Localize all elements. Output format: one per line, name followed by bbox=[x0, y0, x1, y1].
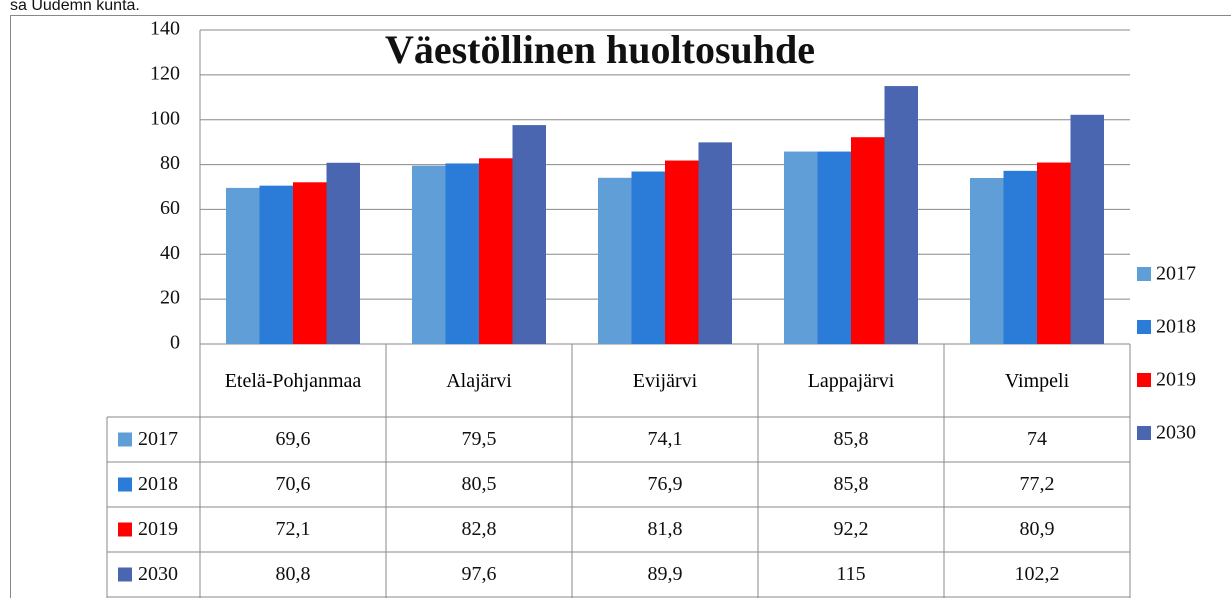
table-value: 77,2 bbox=[1020, 473, 1055, 495]
chart-title: Väestöllinen huoltosuhde bbox=[385, 27, 815, 72]
table-value: 92,2 bbox=[834, 518, 869, 540]
x-tick-text: Alajärvi bbox=[446, 369, 512, 392]
bar bbox=[631, 171, 665, 344]
category-cell: Lappajärvi bbox=[758, 344, 944, 417]
table-value: 89,9 bbox=[648, 563, 683, 585]
y-tick-label: 100 bbox=[150, 107, 180, 129]
table-value: 74,1 bbox=[648, 428, 683, 450]
bar bbox=[479, 158, 513, 344]
bar bbox=[326, 162, 360, 344]
legend-label: 2019 bbox=[1156, 369, 1196, 391]
legend-label: 2030 bbox=[1156, 422, 1196, 444]
x-tick-text: Lappajärvi bbox=[807, 369, 895, 392]
x-tick-text: Etelä-Pohjanmaa bbox=[224, 369, 362, 392]
bar bbox=[851, 137, 885, 344]
legend-label: 2017 bbox=[1156, 263, 1196, 285]
bar bbox=[1070, 114, 1104, 344]
bar bbox=[884, 86, 918, 345]
table-series-name: 2030 bbox=[138, 563, 178, 585]
table-series-name: 2019 bbox=[138, 518, 178, 540]
table-value: 85,8 bbox=[834, 473, 869, 495]
table-value: 80,9 bbox=[1020, 518, 1055, 540]
y-tick-label: 140 bbox=[150, 18, 180, 40]
bar bbox=[598, 177, 632, 344]
y-tick-label: 20 bbox=[160, 287, 180, 309]
x-tick-label: Vimpeli bbox=[944, 344, 1130, 417]
legend-swatch bbox=[1137, 373, 1151, 387]
bar bbox=[412, 165, 446, 344]
table-value: 80,8 bbox=[276, 563, 311, 585]
table-value: 102,2 bbox=[1015, 563, 1060, 585]
bar bbox=[293, 182, 327, 344]
bar bbox=[259, 185, 293, 344]
bar bbox=[784, 151, 818, 344]
bar bbox=[817, 151, 851, 344]
y-tick-label: 40 bbox=[160, 242, 180, 264]
category-cell: Alajärvi bbox=[386, 344, 572, 417]
table-value: 80,5 bbox=[462, 473, 497, 495]
legend-swatch bbox=[1137, 320, 1151, 334]
x-tick-label: Evijärvi bbox=[572, 344, 758, 417]
legend-swatch bbox=[1137, 267, 1151, 281]
bar bbox=[512, 125, 546, 345]
bar bbox=[970, 178, 1004, 344]
table-legend-key bbox=[118, 432, 132, 447]
table-value: 74 bbox=[1027, 428, 1047, 450]
y-tick-label: 60 bbox=[160, 197, 180, 219]
x-tick-label: Lappajärvi bbox=[758, 344, 944, 417]
y-tick-label: 120 bbox=[150, 62, 180, 84]
table-value: 82,8 bbox=[462, 518, 497, 540]
x-tick-label: Etelä-Pohjanmaa bbox=[200, 344, 386, 417]
table-value: 76,9 bbox=[648, 473, 683, 495]
legend-label: 2018 bbox=[1156, 316, 1196, 338]
category-cell: Etelä-Pohjanmaa bbox=[200, 344, 386, 417]
caption: sa Uudemn kunta. bbox=[10, 0, 140, 14]
legend-swatch bbox=[1137, 426, 1151, 440]
y-tick-label: 0 bbox=[170, 332, 180, 354]
table-value: 97,6 bbox=[462, 563, 497, 585]
bar bbox=[1003, 170, 1037, 344]
table-series-name: 2017 bbox=[138, 428, 178, 450]
y-tick-label: 80 bbox=[160, 152, 180, 174]
table-value: 69,6 bbox=[276, 428, 311, 450]
table-value: 79,5 bbox=[462, 428, 497, 450]
chart-frame bbox=[10, 15, 1231, 598]
x-tick-text: Vimpeli bbox=[1004, 369, 1070, 392]
x-tick-label: Alajärvi bbox=[386, 344, 572, 417]
table-legend-key bbox=[118, 522, 132, 537]
table-legend-key bbox=[118, 477, 132, 492]
table-value: 85,8 bbox=[834, 428, 869, 450]
table-value: 70,6 bbox=[276, 473, 311, 495]
bar bbox=[698, 142, 732, 344]
table-legend-key bbox=[118, 567, 132, 582]
x-tick-text: Evijärvi bbox=[632, 369, 698, 392]
category-cell: Vimpeli bbox=[944, 344, 1130, 417]
category-cell: Evijärvi bbox=[572, 344, 758, 417]
table-value: 81,8 bbox=[648, 518, 683, 540]
table-value: 72,1 bbox=[276, 518, 311, 540]
bar bbox=[665, 160, 699, 344]
table-value: 115 bbox=[836, 563, 865, 585]
bar bbox=[445, 163, 479, 344]
bar bbox=[1037, 162, 1071, 344]
bar bbox=[226, 187, 260, 344]
table-series-name: 2018 bbox=[138, 473, 178, 495]
